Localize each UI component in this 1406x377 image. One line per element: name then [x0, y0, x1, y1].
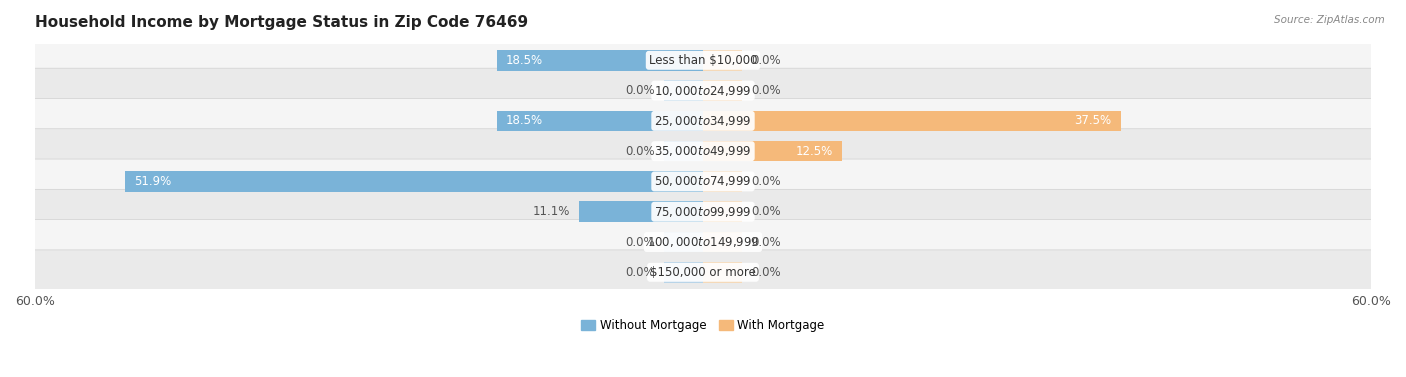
Text: 0.0%: 0.0%: [751, 84, 780, 97]
Text: Less than $10,000: Less than $10,000: [648, 54, 758, 67]
FancyBboxPatch shape: [31, 38, 1375, 83]
Text: Source: ZipAtlas.com: Source: ZipAtlas.com: [1274, 15, 1385, 25]
Bar: [703, 262, 742, 283]
Text: $100,000 to $149,999: $100,000 to $149,999: [647, 235, 759, 249]
Bar: [703, 110, 1121, 131]
Text: 0.0%: 0.0%: [751, 54, 780, 67]
Text: $150,000 or more: $150,000 or more: [650, 266, 756, 279]
FancyBboxPatch shape: [31, 189, 1375, 234]
Text: $25,000 to $34,999: $25,000 to $34,999: [654, 114, 752, 128]
FancyBboxPatch shape: [31, 98, 1375, 143]
Text: 0.0%: 0.0%: [751, 236, 780, 248]
Bar: [703, 171, 742, 192]
Text: 0.0%: 0.0%: [751, 266, 780, 279]
FancyBboxPatch shape: [31, 159, 1375, 204]
Text: 0.0%: 0.0%: [626, 84, 655, 97]
Text: $35,000 to $49,999: $35,000 to $49,999: [654, 144, 752, 158]
Text: 18.5%: 18.5%: [506, 114, 543, 127]
Text: $75,000 to $99,999: $75,000 to $99,999: [654, 205, 752, 219]
Bar: [664, 80, 703, 101]
Bar: [664, 232, 703, 252]
Text: 18.5%: 18.5%: [506, 54, 543, 67]
Text: 0.0%: 0.0%: [751, 205, 780, 218]
Bar: [703, 141, 842, 161]
FancyBboxPatch shape: [31, 250, 1375, 295]
Bar: [496, 110, 703, 131]
Text: Household Income by Mortgage Status in Zip Code 76469: Household Income by Mortgage Status in Z…: [35, 15, 529, 30]
Bar: [703, 80, 742, 101]
Text: 0.0%: 0.0%: [626, 236, 655, 248]
Bar: [664, 262, 703, 283]
Text: 0.0%: 0.0%: [626, 266, 655, 279]
Text: $10,000 to $24,999: $10,000 to $24,999: [654, 84, 752, 98]
Bar: [703, 232, 742, 252]
Bar: [664, 141, 703, 161]
Bar: [579, 201, 703, 222]
FancyBboxPatch shape: [31, 68, 1375, 113]
Text: 51.9%: 51.9%: [134, 175, 172, 188]
Text: 0.0%: 0.0%: [751, 175, 780, 188]
Bar: [496, 50, 703, 70]
Legend: Without Mortgage, With Mortgage: Without Mortgage, With Mortgage: [576, 314, 830, 337]
Text: 37.5%: 37.5%: [1074, 114, 1112, 127]
Text: 12.5%: 12.5%: [796, 145, 834, 158]
FancyBboxPatch shape: [31, 220, 1375, 264]
FancyBboxPatch shape: [31, 129, 1375, 173]
Bar: [703, 50, 742, 70]
Text: $50,000 to $74,999: $50,000 to $74,999: [654, 175, 752, 188]
Text: 0.0%: 0.0%: [626, 145, 655, 158]
Bar: [703, 201, 742, 222]
Bar: [125, 171, 703, 192]
Text: 11.1%: 11.1%: [533, 205, 571, 218]
